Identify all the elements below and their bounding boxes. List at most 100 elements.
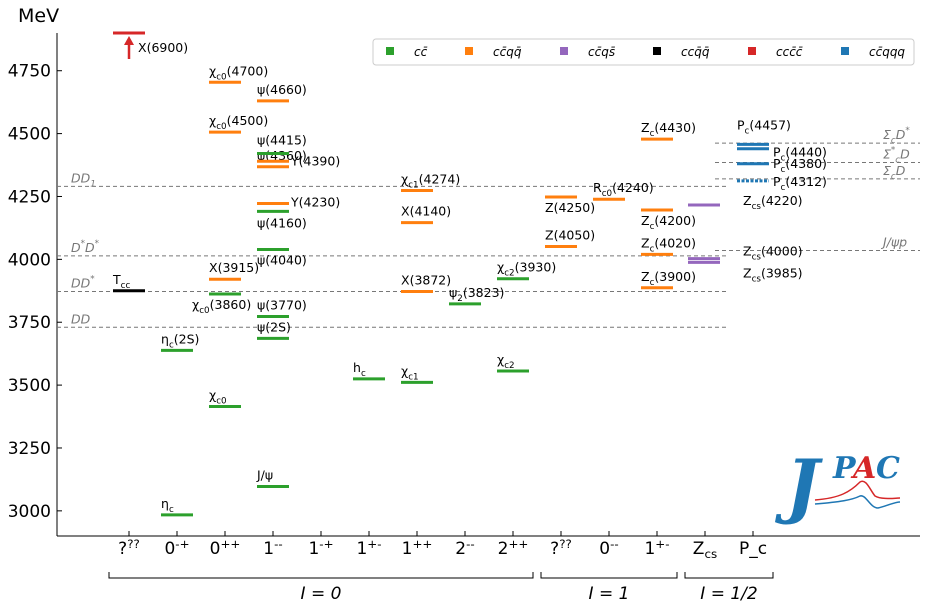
legend-label: cc̄qq̄ [493, 45, 522, 59]
state-label: Pc(4440) [773, 145, 827, 164]
state-label: ψ(4360) [257, 148, 307, 163]
state-label: X(3915) [209, 260, 259, 275]
state-label: ψ2(3823) [449, 285, 504, 304]
state-label: Zcs(3985) [743, 265, 803, 284]
state-label: ψ(4160) [257, 215, 307, 230]
x-tick-label: 0-- [599, 537, 618, 559]
legend-swatch [386, 47, 394, 55]
state-label: ψ(4415) [257, 132, 307, 147]
state-label: X(4140) [401, 204, 451, 219]
x-tick-label: 1-- [263, 537, 282, 559]
state-label: ηc(2S) [161, 331, 199, 350]
state-label: ψ(3770) [257, 297, 307, 312]
y-tick-label: 3500 [8, 376, 51, 396]
legend-swatch [560, 47, 568, 55]
state-label: X(3872) [401, 273, 451, 288]
isospin-groups: I = 0 I = 1 I = 1/2 [108, 572, 774, 604]
x-tick-label: ??? [118, 537, 140, 559]
y-unit-label: MeV [18, 5, 59, 27]
x-tick-label: 1-+ [308, 537, 333, 559]
state-label: χc1(4274) [401, 171, 460, 190]
state-label: Zc(4200) [641, 213, 696, 232]
group-bracket [108, 572, 534, 579]
y-tick-label: 4250 [8, 187, 51, 207]
state-label: Z(4050) [545, 228, 595, 243]
legend-swatch [841, 47, 849, 55]
threshold-label: Σ*cD [883, 146, 910, 166]
axes: MeV 3000 3250 3500 3750 4000 4250 4500 4750??? 0-… [8, 5, 920, 561]
logo-a: A [850, 451, 876, 486]
y-tick-label: 4750 [8, 62, 51, 82]
threshold-label: D*D* [71, 239, 100, 255]
x-tick-label: ??? [550, 537, 572, 559]
y-tick-label: 4500 [8, 125, 51, 145]
state-label: Pc(4457) [737, 117, 791, 136]
state-label: χc2 [497, 352, 515, 371]
y-tick-label: 4000 [8, 250, 51, 270]
group-label: I = 0 [301, 584, 342, 604]
legend-swatch [748, 47, 756, 55]
state-label: Pc(4312) [773, 174, 827, 193]
threshold-label: ΣcD* [883, 126, 910, 146]
state-label: ψ(4040) [257, 253, 307, 268]
legend-label: cc̄ [414, 45, 428, 59]
state-label: Zcs(4000) [743, 244, 803, 263]
state-label: ηc [161, 496, 174, 515]
states: Tcc X(6900) ηc ηc(2S) χc0 χc0(3860) X(3915) χc0… [112, 31, 827, 517]
group-bracket [540, 572, 678, 579]
legend-swatch [465, 47, 473, 55]
threshold-label: DD [71, 311, 91, 326]
state-label: Zcs(4220) [743, 193, 803, 212]
state-label: χc0(3860) [192, 297, 251, 316]
state-label: χc1 [401, 363, 419, 382]
x-tick-label: 0-+ [164, 537, 189, 559]
state-label: χc0(4700) [209, 63, 268, 82]
state-label: Pc(4380) [773, 156, 827, 175]
logo-j: J [775, 444, 823, 527]
state-label: hc [353, 360, 366, 379]
threshold-label: ΣcD [883, 163, 906, 182]
state-label: Rc0(4240) [593, 180, 654, 199]
threshold-label: DD* [71, 275, 95, 291]
state-label: Y(4390) [290, 153, 340, 168]
y-tick-label: 3250 [8, 439, 51, 459]
state-label: Y(4230) [290, 195, 340, 210]
legend-label: ccq̄q̄ [681, 45, 710, 59]
state-label: J/ψ [256, 467, 273, 482]
legend-label: cc̄qqq [869, 45, 905, 59]
logo-p: P [832, 451, 857, 486]
logo-curve-blue [814, 495, 901, 509]
offscale-arrowhead [124, 36, 134, 45]
legend: cc̄ cc̄qq̄ cc̄qs̄ ccq̄q̄ ccc̄c̄ cc̄qqq [372, 38, 915, 66]
state-label: X(6900) [138, 40, 188, 55]
legend-label: ccc̄c̄ [776, 45, 803, 59]
state-label: ψ(2S) [257, 319, 291, 334]
group-label: I = 1 [589, 584, 630, 604]
state-label: χc0 [209, 387, 227, 406]
threshold-label: DD1 [71, 170, 96, 189]
x-tick-label: Zcs [693, 539, 717, 561]
x-tick-label: 0++ [210, 537, 241, 559]
y-tick-label: 3750 [8, 313, 51, 333]
group-label: I = 1/2 [700, 584, 757, 604]
state-label: ψ(4660) [257, 82, 307, 97]
x-tick-label: 2++ [498, 537, 529, 559]
state-label: Z(4250) [545, 200, 595, 215]
x-tick-label: 1++ [402, 537, 433, 559]
logo-c: C [876, 451, 900, 486]
state-label: χc0(4500) [209, 113, 268, 132]
threshold-label: J/ψp [880, 235, 907, 250]
x-tick-label: 1+- [644, 537, 669, 559]
state-label: Tcc [112, 272, 130, 291]
state-label: χc2(3930) [497, 260, 556, 279]
legend-box [372, 38, 915, 66]
logo-curve-red [814, 480, 901, 501]
x-tick-label: 2-- [455, 537, 474, 559]
x-tick-label: P_c [739, 539, 767, 559]
state-label: Zc(4430) [641, 120, 696, 139]
y-tick-label: 3000 [8, 502, 51, 522]
state-label: Zc(4020) [641, 235, 696, 254]
legend-label: cc̄qs̄ [588, 45, 615, 59]
state-label: Zc(3900) [641, 269, 696, 288]
